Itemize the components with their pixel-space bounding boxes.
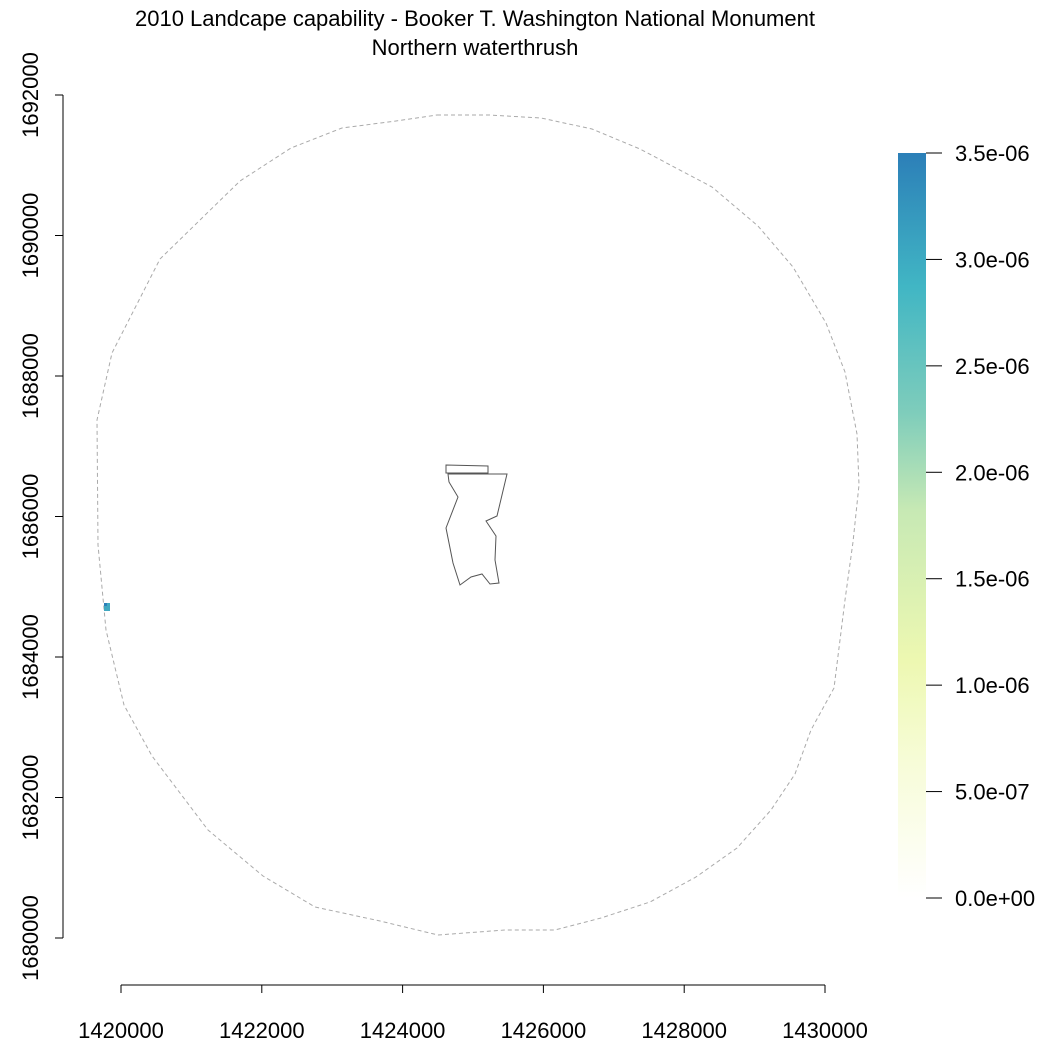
legend-tick-label: 2.5e-06 bbox=[955, 354, 1030, 379]
y-ticks: 1680000 1682000 1684000 1686000 1688000 16900… bbox=[18, 52, 63, 981]
capability-raster-cell-edge bbox=[104, 603, 107, 606]
x-tick-label: 1428000 bbox=[641, 1018, 727, 1043]
legend-tick-label: 2.0e-06 bbox=[955, 460, 1030, 485]
x-tick-label: 1424000 bbox=[360, 1018, 446, 1043]
y-tick-label: 1684000 bbox=[18, 614, 43, 700]
color-legend: 3.5e-06 3.0e-06 2.5e-06 2.0e-06 1.5e-06 1.0e-… bbox=[898, 141, 1035, 911]
legend-tick-label: 1.5e-06 bbox=[955, 567, 1030, 592]
legend-tick-label: 3.0e-06 bbox=[955, 247, 1030, 272]
y-tick-label: 1690000 bbox=[18, 193, 43, 279]
x-axis: 1420000 1422000 1424000 1426000 1428000 14300… bbox=[78, 984, 868, 1043]
y-tick-label: 1688000 bbox=[18, 333, 43, 419]
x-tick-label: 1420000 bbox=[78, 1018, 164, 1043]
map-title: 2010 Landcape capability - Booker T. Was… bbox=[135, 6, 815, 31]
y-tick-label: 1692000 bbox=[18, 52, 43, 138]
legend-tick-label: 5.0e-07 bbox=[955, 780, 1030, 805]
park-boundary bbox=[445, 464, 508, 586]
y-axis: 1680000 1682000 1684000 1686000 1688000 16900… bbox=[18, 52, 64, 981]
x-ticks: 1420000 1422000 1424000 1426000 1428000 14300… bbox=[78, 985, 868, 1043]
x-tick-label: 1426000 bbox=[501, 1018, 587, 1043]
buffer-boundary bbox=[96, 114, 860, 936]
x-tick-label: 1422000 bbox=[219, 1018, 305, 1043]
legend-tick-label: 1.0e-06 bbox=[955, 673, 1030, 698]
legend-tick-label: 0.0e+00 bbox=[955, 886, 1035, 911]
y-tick-label: 1686000 bbox=[18, 474, 43, 560]
x-tick-label: 1430000 bbox=[782, 1018, 868, 1043]
capability-raster-cell bbox=[104, 603, 110, 611]
legend-colorbar bbox=[898, 153, 926, 898]
legend-ticks: 3.5e-06 3.0e-06 2.5e-06 2.0e-06 1.5e-06 1.0e-… bbox=[926, 141, 1035, 911]
map-subtitle: Northern waterthrush bbox=[371, 35, 579, 60]
y-tick-label: 1680000 bbox=[18, 895, 43, 981]
legend-tick-label: 3.5e-06 bbox=[955, 141, 1030, 166]
y-tick-label: 1682000 bbox=[18, 755, 43, 841]
